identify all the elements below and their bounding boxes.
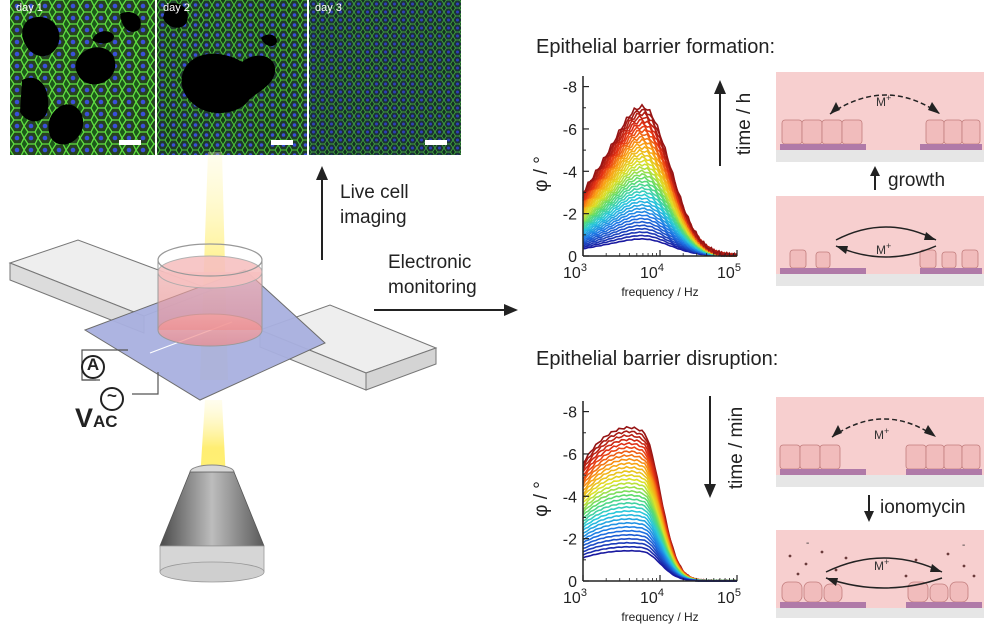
monitoring-label: Electronic monitoring [388, 252, 477, 298]
x-axis-title: frequency / Hz [621, 610, 698, 624]
scale-bar [119, 140, 141, 145]
y-tick-label: -8 [563, 80, 577, 97]
setup-illustration [8, 152, 438, 583]
growth-label: growth [888, 170, 946, 191]
voltage-label: VAC [75, 403, 118, 434]
y-tick-label: -2 [563, 207, 577, 224]
voltage-main: V [75, 403, 94, 433]
ion-label: M+ [876, 93, 891, 109]
formation-panel-bottom: M+ [776, 196, 984, 286]
x-axis-title: frequency / Hz [621, 285, 698, 299]
y-tick-label: -6 [563, 447, 577, 464]
voltage-subscript: AC [93, 412, 118, 431]
micrograph-day2: day 2 [157, 0, 307, 155]
disruption-panel-bottom: - - M+ [776, 530, 984, 618]
y-tick-label: -4 [563, 164, 577, 181]
y-axis-title: φ / ° [531, 481, 552, 517]
y-tick-label: 0 [568, 249, 577, 266]
imaging-label: Live cell imaging [340, 182, 409, 228]
y-tick-label: 0 [568, 574, 577, 591]
x-tick-label: 105 [717, 262, 741, 282]
svg-text:-: - [806, 538, 809, 549]
ac-source-symbol: ~ [107, 386, 117, 405]
x-tick-label: 103 [563, 262, 587, 282]
formation-chart: 0 -2 -4 -6 -8 103 104 105 frequency / Hz φ / ° [531, 76, 741, 299]
cell-layer [781, 119, 981, 145]
growth-arrow [870, 166, 880, 190]
y-tick-label: -4 [563, 489, 577, 506]
ion-label: M+ [874, 426, 889, 442]
formation-title: Epithelial barrier formation: [536, 36, 775, 58]
micrograph-day2-image [157, 0, 307, 155]
formation-time-label: time / h [734, 93, 755, 155]
light-beam-lower [200, 400, 226, 480]
y-tick-label: -2 [563, 532, 577, 549]
scale-bar [425, 140, 447, 145]
micrograph-day3-image [309, 0, 461, 155]
micrograph-day1-label: day 1 [16, 2, 43, 14]
formation-chart-plot: 0 -2 -4 -6 -8 103 104 105 frequency / Hz φ / ° [531, 76, 741, 299]
disruption-time-arrow: time / min [704, 396, 747, 498]
x-tick-label: 104 [640, 587, 664, 607]
x-tick-label: 105 [717, 587, 741, 607]
x-tick-label: 103 [563, 587, 587, 607]
monitoring-arrow [374, 304, 518, 316]
x-tick-label: 104 [640, 262, 664, 282]
ionomycin-arrow [864, 495, 874, 522]
formation-panel-top: M+ [776, 72, 984, 162]
y-axis-title: φ / ° [531, 156, 552, 192]
formation-time-arrow: time / h [714, 80, 755, 166]
disruption-chart: 0 -2 -4 -6 -8 103 104 105 frequency / Hz φ / ° [531, 401, 741, 624]
series-line [582, 103, 738, 257]
ac-source-icon [100, 387, 124, 411]
scale-bar [271, 140, 293, 145]
micrograph-day3: day 3 [309, 0, 461, 155]
micrograph-day1-image [10, 0, 155, 155]
y-tick-label: -8 [563, 405, 577, 422]
svg-text:-: - [962, 540, 965, 551]
ion-label: M+ [874, 557, 889, 573]
disruption-title: Epithelial barrier disruption: [536, 348, 779, 370]
y-tick-label: -6 [563, 122, 577, 139]
ionomycin-label: ionomycin [880, 497, 966, 518]
disruption-time-label: time / min [726, 407, 747, 489]
disruption-chart-plot: 0 -2 -4 -6 -8 103 104 105 frequency / Hz φ / ° [531, 401, 741, 624]
ion-label: M+ [876, 241, 891, 257]
micrograph-day3-label: day 3 [315, 2, 342, 14]
microscope-objective [159, 471, 265, 547]
disruption-panel-top: M+ [776, 397, 984, 487]
ammeter-icon [81, 355, 105, 379]
imaging-arrow [316, 166, 328, 260]
ammeter-symbol: A [86, 355, 100, 374]
micrograph-day2-label: day 2 [163, 2, 190, 14]
micrograph-day1: day 1 [10, 0, 155, 155]
